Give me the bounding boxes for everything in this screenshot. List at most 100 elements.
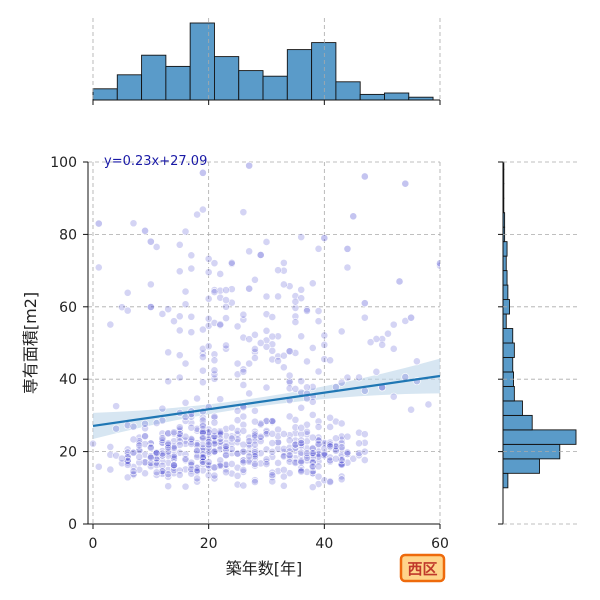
scatter-point xyxy=(239,333,248,342)
y-hist-bar xyxy=(502,472,509,489)
scatter-point xyxy=(279,465,288,474)
scatter-point xyxy=(384,329,392,338)
regression-line xyxy=(92,374,441,428)
scatter-point xyxy=(268,477,277,486)
scatter-point xyxy=(279,280,288,289)
scatter-point xyxy=(291,303,300,312)
scatter-point xyxy=(256,339,265,347)
y-hist-bar xyxy=(502,357,514,373)
scatter-point xyxy=(314,367,323,376)
scatter-point xyxy=(262,292,271,301)
scatter-point xyxy=(239,458,248,467)
scatter-point xyxy=(152,243,161,251)
scatter-point xyxy=(146,459,155,467)
scatter-point xyxy=(262,383,271,392)
scatter-point xyxy=(204,254,213,263)
scatter-point xyxy=(152,419,161,427)
scatter-point xyxy=(158,310,167,318)
scatter-point xyxy=(314,449,323,458)
scatter-point xyxy=(141,419,149,428)
scatter-point xyxy=(181,432,190,441)
scatter-point xyxy=(326,453,335,462)
scatter-point xyxy=(222,451,230,459)
scatter-point xyxy=(123,456,132,465)
scatter-point xyxy=(291,446,300,455)
scatter-point xyxy=(274,357,282,365)
scatter-point xyxy=(175,351,184,360)
scatter-point xyxy=(227,298,236,307)
scatter-point xyxy=(198,344,207,353)
y-tick-label: 20 xyxy=(59,445,77,461)
scatter-point xyxy=(233,449,242,458)
scatter-point xyxy=(251,354,259,362)
scatter-point xyxy=(291,297,300,306)
scatter-point xyxy=(251,431,259,440)
scatter-point xyxy=(181,465,190,474)
scatter-point xyxy=(378,335,387,343)
x-hist-bar xyxy=(286,49,313,101)
scatter-point xyxy=(187,312,196,321)
scatter-point xyxy=(164,443,173,452)
y-hist-bar xyxy=(502,414,533,431)
scatter-point xyxy=(233,406,242,415)
scatter-point xyxy=(279,266,288,275)
scatter-point xyxy=(251,448,259,457)
scatter-point xyxy=(152,468,161,477)
scatter-point xyxy=(187,251,196,260)
scatter-point xyxy=(233,322,242,331)
scatter-point xyxy=(343,373,352,382)
scatter-point xyxy=(291,349,300,357)
scatter-point xyxy=(210,471,219,480)
scatter-point xyxy=(158,469,167,478)
scatter-point xyxy=(175,267,184,276)
scatter-point xyxy=(337,378,346,387)
scatter-point xyxy=(320,340,329,349)
scatter-point xyxy=(331,417,340,426)
y-tick-label: 40 xyxy=(59,372,77,388)
scatter-point xyxy=(245,284,254,293)
scatter-point xyxy=(297,294,306,303)
scatter-point xyxy=(216,428,225,437)
scatter-point xyxy=(216,461,225,470)
scatter-point xyxy=(279,363,288,372)
scatter-point xyxy=(314,462,323,471)
scatter-point xyxy=(175,423,184,432)
regression-confidence-band xyxy=(93,358,440,439)
scatter-point xyxy=(279,472,288,481)
scatter-point xyxy=(291,443,300,452)
scatter-point xyxy=(210,463,219,472)
scatter-point xyxy=(181,359,190,368)
scatter-point xyxy=(181,287,190,296)
scatter-point xyxy=(146,237,155,246)
scatter-point xyxy=(360,313,369,322)
scatter-point xyxy=(297,448,306,457)
scatter-point xyxy=(245,335,254,344)
scatter-point xyxy=(204,449,213,458)
scatter-point xyxy=(337,327,346,336)
scatter-point xyxy=(129,219,138,228)
scatter-points xyxy=(89,162,440,492)
scatter-point xyxy=(401,179,410,188)
scatter-point xyxy=(181,300,190,309)
region-badge-label: 西区 xyxy=(407,560,437,578)
scatter-point xyxy=(245,247,254,256)
scatter-point xyxy=(193,439,201,448)
scatter-point xyxy=(343,448,352,457)
right-histogram xyxy=(498,161,577,525)
scatter-point xyxy=(303,453,311,462)
scatter-point xyxy=(279,452,288,461)
confidence-band xyxy=(93,358,440,439)
scatter-point xyxy=(222,442,230,451)
scatter-point xyxy=(303,306,311,315)
scatter-point xyxy=(245,389,254,398)
scatter-point xyxy=(355,428,363,437)
scatter-point xyxy=(424,400,433,409)
scatter-point xyxy=(366,338,375,347)
scatter-point xyxy=(181,398,190,407)
scatter-point xyxy=(297,403,306,412)
scatter-point xyxy=(360,386,369,395)
y-hist-bar xyxy=(502,284,509,301)
scatter-point xyxy=(222,425,230,433)
x-hist-bar xyxy=(384,92,410,101)
scatter-point xyxy=(314,472,323,481)
